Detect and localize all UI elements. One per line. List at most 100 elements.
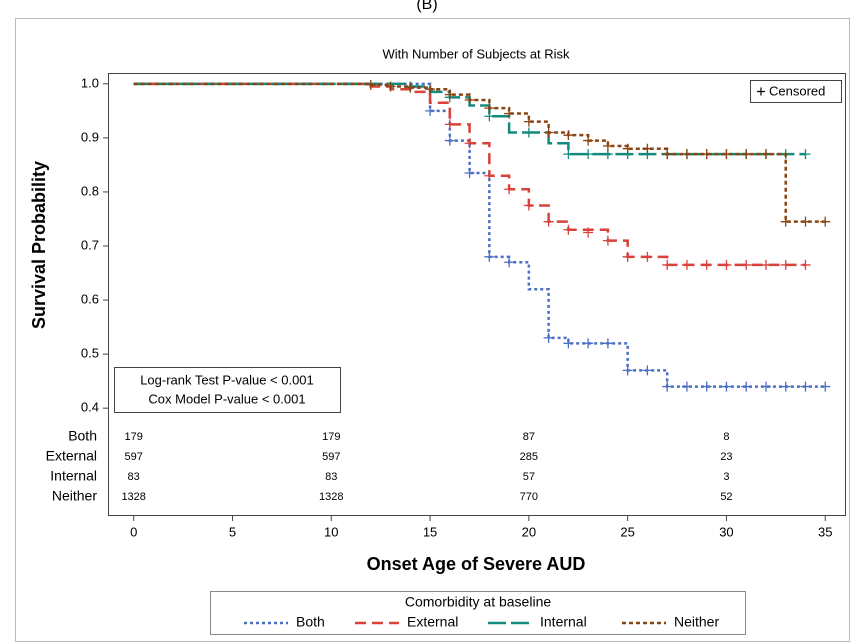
censor-mark bbox=[701, 259, 712, 270]
censor-mark bbox=[583, 338, 594, 349]
censor-mark bbox=[504, 257, 515, 268]
censor-mark bbox=[444, 135, 455, 146]
at-risk-row-label: Neither bbox=[52, 488, 97, 504]
censor-mark bbox=[681, 149, 692, 160]
censor-mark bbox=[484, 170, 495, 181]
censor-mark bbox=[543, 332, 554, 343]
y-tick-label: 0.9 bbox=[81, 129, 99, 144]
legend bbox=[210, 591, 746, 635]
censor-mark bbox=[464, 168, 475, 179]
censor-mark bbox=[780, 259, 791, 270]
censor-mark bbox=[583, 149, 594, 160]
censor-mark bbox=[820, 381, 831, 392]
censor-mark bbox=[800, 149, 811, 160]
at-risk-value: 83 bbox=[325, 471, 337, 483]
censor-mark bbox=[800, 381, 811, 392]
x-tick-label: 35 bbox=[818, 524, 832, 539]
x-tick-label: 15 bbox=[423, 524, 437, 539]
at-risk-value: 179 bbox=[125, 431, 143, 443]
censor-mark bbox=[563, 149, 574, 160]
y-tick-label: 0.8 bbox=[81, 183, 99, 198]
p-value-box bbox=[114, 367, 341, 413]
censor-mark bbox=[642, 143, 653, 154]
at-risk-value: 87 bbox=[523, 431, 535, 443]
censor-mark bbox=[622, 251, 633, 262]
censor-mark bbox=[523, 127, 534, 138]
censor-mark bbox=[760, 381, 771, 392]
y-tick-label: 0.5 bbox=[81, 346, 99, 361]
censor-mark bbox=[444, 119, 455, 130]
censor-mark bbox=[681, 259, 692, 270]
legend-label: Internal bbox=[540, 614, 587, 630]
censor-mark bbox=[760, 259, 771, 270]
at-risk-value: 52 bbox=[720, 491, 732, 503]
x-tick-label: 25 bbox=[620, 524, 634, 539]
annotation: Log-rank Test P-value < 0.001 bbox=[140, 372, 314, 387]
censored-label: Censored bbox=[769, 83, 825, 98]
censor-mark bbox=[425, 105, 436, 116]
censor-mark bbox=[741, 149, 752, 160]
censor-mark bbox=[602, 140, 613, 151]
censor-mark bbox=[642, 251, 653, 262]
x-tick-label: 0 bbox=[130, 524, 137, 539]
y-tick-label: 1.0 bbox=[81, 75, 99, 90]
censor-mark bbox=[780, 381, 791, 392]
censor-mark bbox=[405, 82, 416, 93]
plot-frame bbox=[108, 73, 846, 516]
at-risk-value: 3 bbox=[723, 471, 729, 483]
censor-mark bbox=[602, 235, 613, 246]
censor-mark bbox=[583, 227, 594, 238]
censor-mark bbox=[523, 116, 534, 127]
survival-curve bbox=[133, 82, 806, 156]
censor-mark bbox=[523, 200, 534, 211]
at-risk-row-label: Internal bbox=[50, 468, 97, 484]
chart-title: (B) bbox=[416, 0, 437, 13]
censor-mark bbox=[721, 149, 732, 160]
at-risk-value: 770 bbox=[520, 491, 538, 503]
annotation: Cox Model P-value < 0.001 bbox=[148, 391, 305, 406]
censored-legend bbox=[750, 80, 842, 103]
censor-mark bbox=[780, 216, 791, 227]
censor-mark bbox=[385, 81, 396, 92]
censored-symbol bbox=[757, 87, 765, 96]
censor-mark bbox=[622, 143, 633, 154]
at-risk-value: 597 bbox=[322, 451, 340, 463]
censor-mark bbox=[484, 251, 495, 262]
at-risk-value: 57 bbox=[523, 471, 535, 483]
censor-mark bbox=[563, 224, 574, 235]
censor-mark bbox=[563, 130, 574, 141]
legend-label: Neither bbox=[674, 614, 719, 630]
censor-mark bbox=[504, 184, 515, 195]
censor-mark bbox=[820, 216, 831, 227]
censor-mark bbox=[622, 365, 633, 376]
censor-mark bbox=[701, 381, 712, 392]
censor-mark bbox=[741, 259, 752, 270]
at-risk-value: 179 bbox=[322, 431, 340, 443]
x-tick-label: 30 bbox=[719, 524, 733, 539]
y-tick-label: 0.7 bbox=[81, 237, 99, 252]
at-risk-value: 8 bbox=[723, 431, 729, 443]
censor-mark bbox=[760, 149, 771, 160]
y-tick-label: 0.4 bbox=[81, 400, 99, 415]
censor-mark bbox=[583, 135, 594, 146]
censor-mark bbox=[484, 103, 495, 114]
at-risk-value: 1328 bbox=[319, 491, 343, 503]
survival-curve bbox=[133, 82, 826, 223]
censor-mark bbox=[642, 365, 653, 376]
censor-mark bbox=[444, 89, 455, 100]
censor-mark bbox=[662, 149, 673, 160]
at-risk-row-label: Both bbox=[68, 428, 97, 444]
censor-mark bbox=[701, 149, 712, 160]
chart-subtitle: With Number of Subjects at Risk bbox=[382, 46, 570, 61]
censor-mark bbox=[721, 381, 732, 392]
censor-mark bbox=[681, 381, 692, 392]
legend-label: Both bbox=[296, 614, 325, 630]
y-axis-label: Survival Probability bbox=[29, 161, 49, 329]
censor-mark bbox=[464, 95, 475, 106]
x-tick-label: 10 bbox=[324, 524, 338, 539]
at-risk-value: 83 bbox=[128, 471, 140, 483]
at-risk-value: 23 bbox=[720, 451, 732, 463]
censor-mark bbox=[800, 216, 811, 227]
